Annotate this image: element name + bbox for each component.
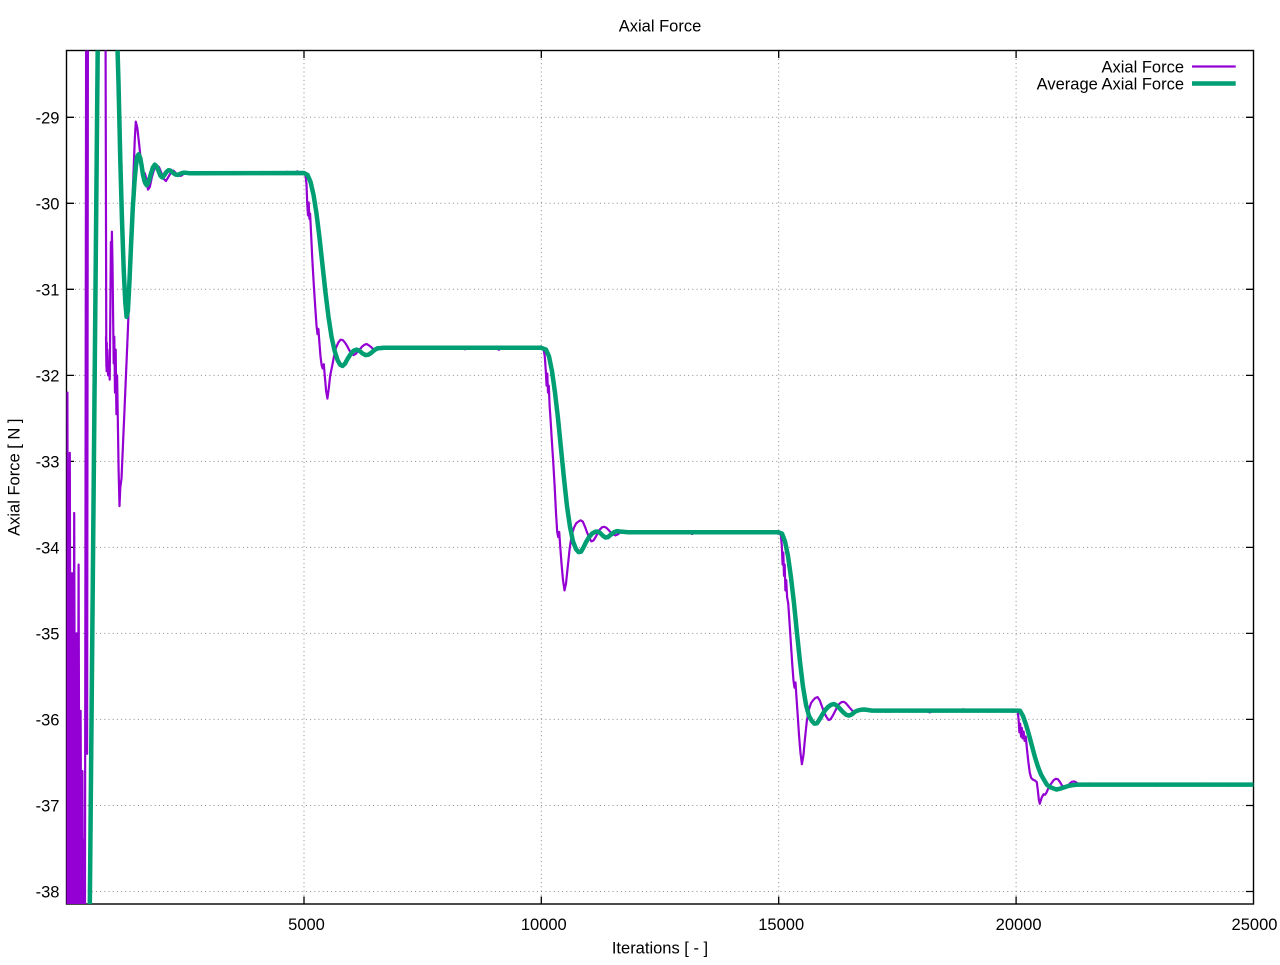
svg-text:-29: -29	[36, 109, 60, 127]
svg-text:-31: -31	[36, 281, 60, 299]
svg-text:Average Axial Force: Average Axial Force	[1037, 76, 1184, 94]
svg-text:-36: -36	[36, 712, 60, 730]
svg-text:10000: 10000	[521, 916, 567, 934]
svg-text:15000: 15000	[758, 916, 804, 934]
svg-text:-32: -32	[36, 368, 60, 386]
svg-text:-34: -34	[36, 540, 60, 558]
svg-text:Axial Force: Axial Force	[619, 18, 702, 36]
svg-text:-37: -37	[36, 798, 60, 816]
svg-text:Axial Force: Axial Force	[1101, 59, 1184, 77]
svg-text:-33: -33	[36, 454, 60, 472]
svg-text:Iterations [ - ]: Iterations [ - ]	[612, 939, 708, 957]
svg-text:25000: 25000	[1232, 916, 1278, 934]
svg-text:-38: -38	[36, 884, 60, 902]
svg-text:5000: 5000	[288, 916, 325, 934]
svg-text:20000: 20000	[996, 916, 1042, 934]
svg-text:-35: -35	[36, 626, 60, 644]
svg-text:-30: -30	[36, 195, 60, 213]
svg-text:Axial Force [ N ]: Axial Force [ N ]	[6, 419, 24, 536]
